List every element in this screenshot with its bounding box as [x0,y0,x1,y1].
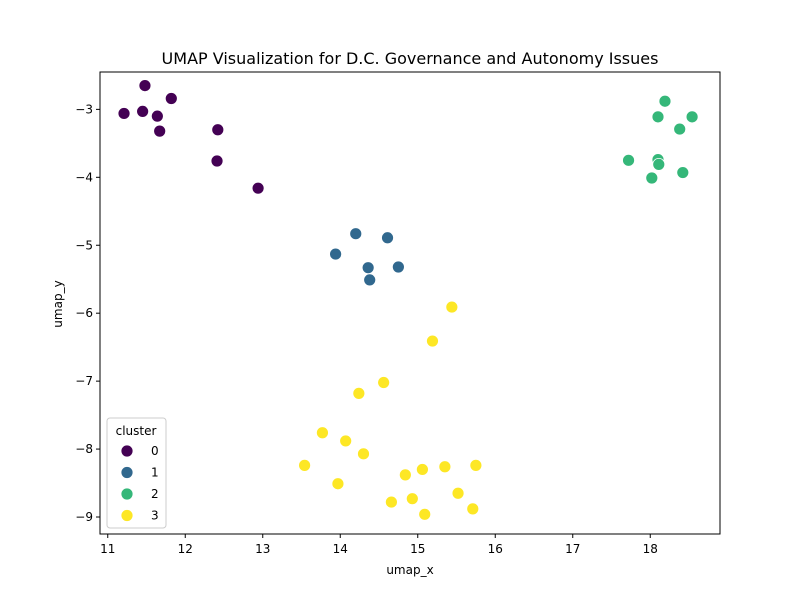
data-point-cluster-2 [676,166,690,179]
data-point-cluster-0 [251,181,265,195]
data-point-cluster-3 [469,458,483,472]
x-tick-label: 12 [178,542,193,556]
data-point-cluster-3 [438,460,452,474]
legend-label: 1 [151,466,159,480]
legend-label: 3 [151,509,159,523]
legend-title: cluster [116,424,157,438]
data-point-cluster-3 [426,334,439,348]
x-tick-label: 13 [255,542,270,556]
x-tick-label: 17 [565,542,580,556]
data-point-cluster-3 [415,463,429,476]
legend-frame [106,417,167,529]
x-tick-label: 18 [643,542,658,556]
legend: cluster 0 1 2 3 [106,417,167,529]
legend-marker [120,509,134,522]
data-point-cluster-3 [398,468,412,482]
data-point-cluster-0 [210,154,224,168]
plot-area [99,71,721,535]
x-tick-label: 14 [333,542,348,556]
y-axis-label: umap_y [51,280,65,327]
y-tick-label: −5 [75,238,93,252]
data-point-cluster-0 [117,107,131,120]
data-point-cluster-1 [361,261,375,275]
data-point-cluster-1 [349,227,363,241]
data-point-cluster-3 [405,492,419,506]
legend-marker [120,487,134,501]
x-axis-label: umap_x [386,563,433,577]
data-point-cluster-0 [150,109,164,123]
data-point-cluster-3 [445,300,459,314]
data-point-cluster-3 [331,477,345,491]
data-point-cluster-1 [329,247,343,261]
data-point-cluster-1 [391,260,405,274]
legend-marker [120,444,134,458]
plot-frame [99,71,721,535]
data-point-cluster-2 [673,122,687,136]
ticks-layer: 11 12 13 14 15 16 17 18−3−4−5−6−7−8−9 [75,102,658,556]
data-point-cluster-2 [651,110,665,124]
data-point-cluster-1 [363,273,377,287]
data-point-cluster-3 [418,507,432,521]
legend-label: 0 [151,444,159,458]
data-point-cluster-3 [451,486,465,500]
y-tick-label: −9 [75,510,93,524]
data-point-cluster-2 [685,110,699,124]
data-point-cluster-3 [316,426,329,440]
data-point-cluster-2 [645,171,659,185]
x-tick-label: 16 [488,542,503,556]
data-point-cluster-3 [298,458,312,472]
legend-marker [120,466,134,479]
data-point-cluster-2 [652,157,666,171]
data-point-cluster-3 [357,447,370,461]
y-tick-label: −7 [75,374,93,388]
data-point-cluster-0 [211,123,225,137]
y-tick-label: −3 [75,102,93,116]
legend-label: 2 [151,487,159,501]
points-layer [117,79,699,521]
data-point-cluster-1 [381,231,394,245]
data-point-cluster-0 [136,105,150,118]
chart-title: UMAP Visualization for D.C. Governance a… [162,49,659,68]
y-tick-label: −4 [75,170,93,184]
data-point-cluster-2 [622,153,635,167]
data-point-cluster-3 [466,502,480,516]
data-point-cluster-3 [384,495,398,509]
data-point-cluster-3 [352,386,366,400]
x-tick-label: 15 [410,542,425,556]
data-point-cluster-0 [153,124,167,138]
y-tick-label: −6 [75,306,93,320]
data-point-cluster-3 [339,434,353,448]
data-point-cluster-0 [164,92,178,105]
data-point-cluster-3 [377,376,391,389]
x-tick-label: 11 [100,542,115,556]
y-tick-label: −8 [75,442,93,456]
data-point-cluster-2 [658,94,672,108]
data-point-cluster-0 [138,79,152,92]
